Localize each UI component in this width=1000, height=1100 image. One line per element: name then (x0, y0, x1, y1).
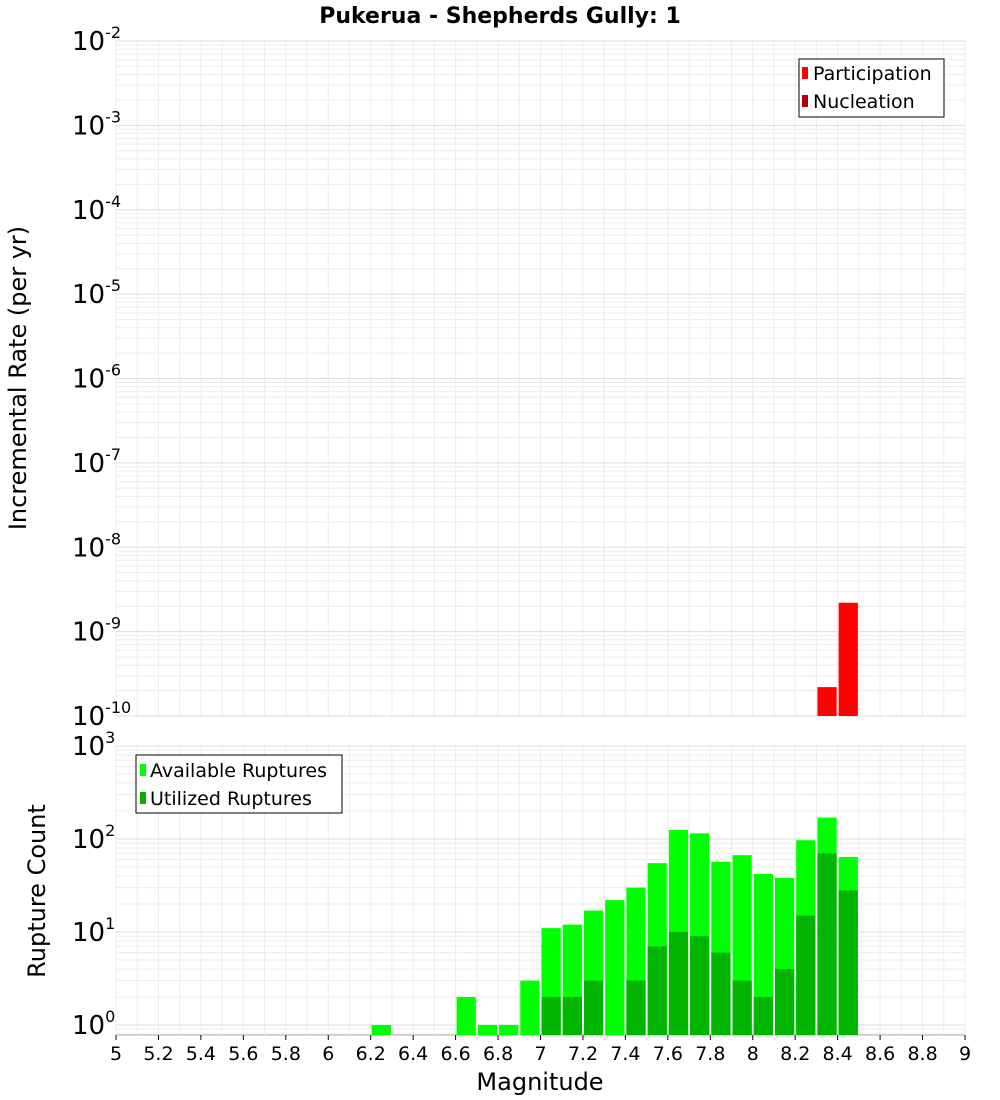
rupture-count-y-ticks: 103 102 101 100 (72, 728, 115, 1041)
x-tick-label: 7 (534, 1043, 546, 1065)
rupture-bar-available-ruptures (520, 980, 540, 1035)
rupture-legend: Available Ruptures Utilized Ruptures (135, 754, 343, 814)
magnitude-x-ticks: 5 5.2 5.4 5.6 5.8 6 6.2 6.4 6.6 6.8 7 7.2 7.4 7.6 7.8 8… (110, 1035, 971, 1065)
participation-y-ticks: 10-2 10-3 10-4 10-5 10-6 10-7 10-8 10-9 10-10 (72, 23, 131, 732)
chart-title: Pukerua - Shepherds Gully: 1 (319, 4, 681, 29)
x-tick-label: 6 (322, 1043, 334, 1065)
x-tick-label: 5.4 (186, 1043, 216, 1065)
x-tick-label: 6.8 (483, 1043, 513, 1065)
rupture-bar-available-ruptures (753, 874, 773, 1035)
x-tick-label: 5.2 (143, 1043, 173, 1065)
rupture-count-axis-label: Rupture Count (23, 804, 51, 978)
x-tick-label: 8.8 (907, 1043, 937, 1065)
legend-box (135, 754, 343, 814)
x-tick-label: 7.8 (695, 1043, 725, 1065)
x-tick-label: 7.4 (610, 1043, 640, 1065)
rupture-bar-utilized-ruptures (668, 931, 689, 1035)
rupture-bar-utilized-ruptures (541, 996, 561, 1035)
y-tick-label: 100 (72, 1007, 115, 1041)
x-tick-label: 7.2 (568, 1043, 598, 1065)
available-legend-label: Available Ruptures (150, 760, 327, 782)
x-tick-label: 6.2 (356, 1043, 386, 1065)
participation-panel: 10-2 10-3 10-4 10-5 10-6 10-7 10-8 10-9 10-10 In… (4, 23, 966, 732)
rupture-bar-utilized-ruptures (838, 890, 858, 1035)
rupture-bar-utilized-ruptures (817, 853, 837, 1035)
participation-grid (115, 40, 966, 717)
rupture-count-panel: 103 102 101 100 5 5.2 5.4 5.6 5.8 6 6.2 6.4 6.6 6.8 7… (23, 728, 971, 1096)
utilized-legend-swatch (140, 792, 146, 804)
participation-bars (817, 602, 858, 716)
y-tick-label: 10-5 (72, 276, 121, 310)
x-tick-label: 6.6 (440, 1043, 470, 1065)
y-tick-label: 10-6 (72, 361, 121, 395)
legend-box (798, 58, 945, 118)
x-tick-label: 8 (747, 1043, 759, 1065)
utilized-legend-label: Utilized Ruptures (150, 788, 312, 810)
rupture-bar-utilized-ruptures (647, 946, 667, 1035)
rupture-bar-utilized-ruptures (690, 936, 710, 1035)
participation-bar-participation (817, 687, 837, 716)
nucleation-legend-label: Nucleation (813, 91, 915, 113)
x-tick-label: 7.6 (653, 1043, 683, 1065)
rupture-bar-utilized-ruptures (626, 980, 646, 1035)
nucleation-legend-swatch (802, 95, 808, 107)
rupture-bar-utilized-ruptures (753, 996, 773, 1035)
rupture-bar-utilized-ruptures (562, 996, 582, 1035)
magnitude-axis-label: Magnitude (476, 1068, 603, 1096)
rupture-bar-utilized-ruptures (583, 980, 604, 1035)
rupture-bar-available-ruptures (371, 1024, 391, 1035)
x-tick-label: 5 (110, 1043, 122, 1065)
rupture-bar-utilized-ruptures (774, 968, 795, 1035)
rupture-bar-available-ruptures (477, 1024, 498, 1035)
rupture-bar-available-ruptures (456, 996, 476, 1035)
rupture-bar-utilized-ruptures (732, 980, 752, 1035)
rate-axis-label: Incremental Rate (per yr) (4, 226, 32, 530)
x-tick-label: 9 (959, 1043, 971, 1065)
x-tick-label: 8.2 (780, 1043, 810, 1065)
participation-legend-swatch (802, 67, 808, 79)
y-tick-label: 10-7 (72, 445, 121, 479)
x-tick-label: 8.6 (865, 1043, 895, 1065)
x-tick-label: 6.4 (398, 1043, 428, 1065)
y-tick-label: 10-4 (72, 192, 121, 226)
rupture-bar-utilized-ruptures (796, 915, 816, 1035)
y-tick-label: 10-8 (72, 529, 121, 563)
y-tick-label: 10-2 (72, 23, 121, 57)
x-tick-label: 8.4 (823, 1043, 853, 1065)
y-tick-label: 10-10 (72, 698, 131, 732)
rupture-bar-utilized-ruptures (711, 952, 731, 1035)
y-tick-label: 101 (72, 914, 115, 948)
y-tick-label: 10-3 (72, 107, 121, 141)
rupture-bar-available-ruptures (499, 1024, 519, 1035)
y-tick-label: 102 (72, 821, 115, 855)
available-legend-swatch (140, 764, 146, 776)
x-tick-label: 5.6 (228, 1043, 258, 1065)
rupture-count-bars (371, 817, 858, 1035)
x-tick-label: 5.8 (271, 1043, 301, 1065)
rupture-bar-available-ruptures (605, 900, 625, 1035)
participation-legend-label: Participation (813, 63, 932, 85)
participation-legend: Participation Nucleation (798, 58, 945, 118)
participation-bar-participation (838, 602, 858, 716)
y-tick-label: 103 (72, 728, 115, 762)
y-tick-label: 10-9 (72, 614, 121, 648)
